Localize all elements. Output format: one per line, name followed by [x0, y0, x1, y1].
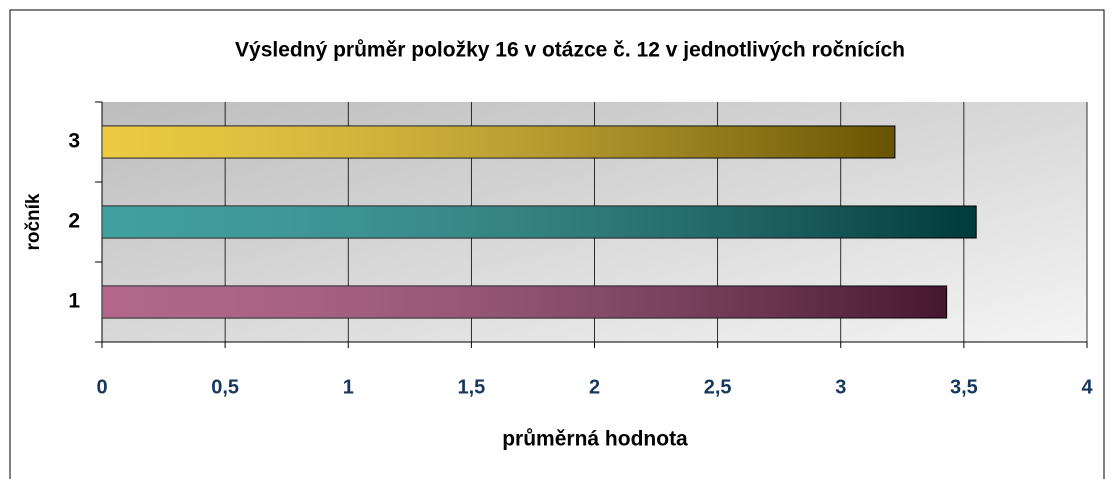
- bar-shade: [102, 206, 977, 238]
- x-tick-label: 0,5: [211, 376, 239, 398]
- x-tick-label: 0: [96, 376, 107, 398]
- x-tick-label: 3: [835, 376, 846, 398]
- y-tick-label: 1: [68, 290, 80, 313]
- bar-shade: [102, 286, 947, 318]
- x-tick-label: 4: [1081, 376, 1093, 398]
- x-tick-label: 2: [589, 376, 600, 398]
- x-tick-label: 1: [343, 376, 354, 398]
- x-axis-label: průměrná hodnota: [502, 428, 688, 451]
- x-tick-label: 1,5: [457, 376, 485, 398]
- y-tick-label: 3: [68, 130, 80, 153]
- bar-shade: [102, 126, 895, 158]
- x-tick-label: 2,5: [704, 376, 732, 398]
- y-axis-label: ročník: [23, 193, 44, 250]
- y-tick-label: 2: [68, 210, 80, 233]
- chart-title: Výsledný průměr položky 16 v otázce č. 1…: [235, 39, 905, 62]
- x-tick-label: 3,5: [950, 376, 978, 398]
